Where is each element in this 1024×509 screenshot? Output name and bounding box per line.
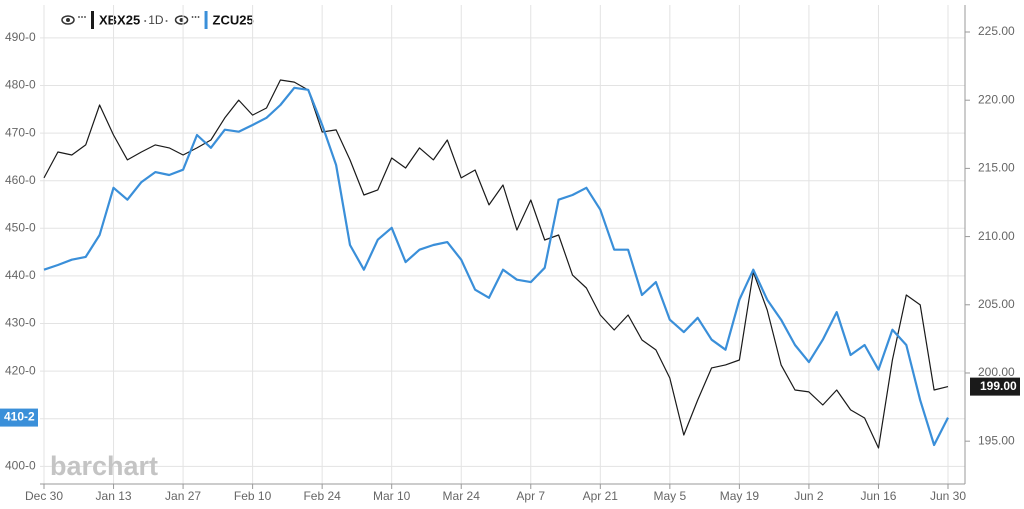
- watermark: barchart: [50, 451, 158, 481]
- menu-dot: [197, 16, 200, 18]
- x-tick-label: May 19: [720, 489, 760, 503]
- y2-tick-label: 220.00: [978, 92, 1015, 106]
- menu-dot: [191, 16, 194, 18]
- y-tick-label: 470-0: [5, 125, 36, 139]
- y-tick-label: 420-0: [5, 363, 36, 377]
- visibility-icon[interactable]: [174, 15, 189, 25]
- y2-tick-label: 200.00: [978, 365, 1015, 379]
- y-tick-label: 460-0: [5, 173, 36, 187]
- x-tick-label: Apr 7: [516, 489, 545, 503]
- legend-label: XBX25: [99, 12, 140, 27]
- menu-dot: [78, 16, 80, 18]
- separator-dot: [144, 20, 147, 22]
- y2-tick-label: 195.00: [978, 433, 1015, 447]
- last-value-badge: [0, 408, 38, 427]
- y2-tick-label: 215.00: [978, 161, 1015, 175]
- x-tick-label: Dec 30: [25, 489, 63, 503]
- x-tick-label: May 5: [654, 489, 687, 503]
- visibility-icon-pupil: [179, 18, 184, 22]
- x-tick-label: Mar 24: [443, 489, 481, 503]
- y-tick-label: 440-0: [5, 268, 36, 282]
- y-tick-label: 400-0: [5, 459, 36, 473]
- x-tick-label: Feb 24: [303, 489, 341, 503]
- y-tick-label: 430-0: [5, 316, 36, 330]
- visibility-icon-pupil: [66, 18, 70, 22]
- x-tick-label: Feb 10: [234, 489, 272, 503]
- series-line: [43, 79, 949, 449]
- visibility-icon[interactable]: [61, 15, 75, 25]
- last-value-badge: [970, 377, 1020, 396]
- y2-tick-label: 210.00: [978, 229, 1015, 243]
- x-tick-label: Apr 21: [583, 489, 619, 503]
- legend-swatch: [204, 11, 208, 29]
- y-tick-label: 490-0: [5, 30, 36, 44]
- y-tick-label: 450-0: [5, 220, 36, 234]
- series-line: [43, 86, 949, 447]
- x-tick-label: Jan 27: [165, 489, 201, 503]
- x-tick-label: Jan 13: [96, 489, 132, 503]
- legend-swatch: [91, 11, 94, 29]
- last-value-label: 199.00: [980, 379, 1017, 393]
- separator-dot: [165, 20, 168, 22]
- x-tick-label: Mar 10: [373, 489, 411, 503]
- legend-label: ZCU25: [213, 12, 254, 27]
- last-value-label: 410-2: [4, 410, 35, 424]
- x-tick-label: Jun 2: [794, 489, 824, 503]
- y2-tick-label: 225.00: [978, 24, 1015, 38]
- y2-tick-label: 205.00: [978, 297, 1015, 311]
- y-tick-label: 480-0: [5, 78, 36, 92]
- menu-dot: [84, 16, 86, 18]
- menu-dot: [194, 16, 197, 18]
- x-tick-label: Jun 16: [860, 489, 896, 503]
- interval-label: 1D: [148, 13, 164, 27]
- x-tick-label: Jun 30: [930, 489, 966, 503]
- legend: XBX25 1D ZCU25: [61, 11, 254, 29]
- menu-dot: [81, 16, 83, 18]
